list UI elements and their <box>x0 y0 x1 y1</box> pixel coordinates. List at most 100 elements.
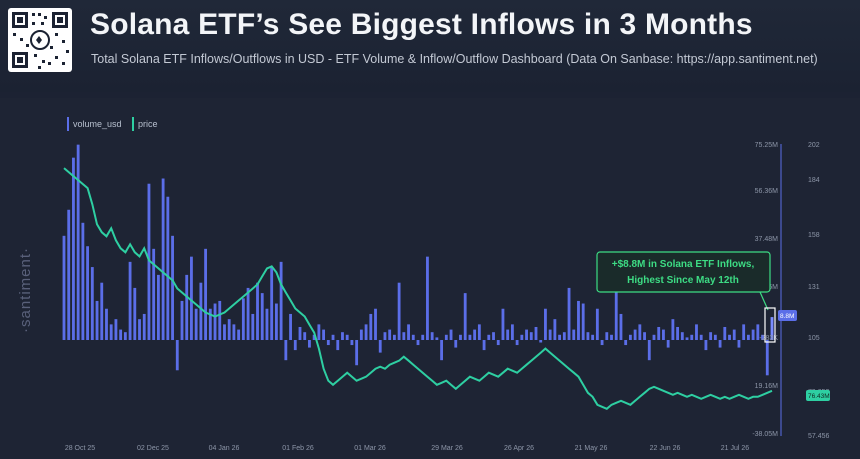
volume-bar <box>204 248 208 340</box>
volume-bar <box>312 334 316 340</box>
volume-bar <box>440 340 444 361</box>
volume-bar <box>355 340 359 366</box>
volume-bar <box>751 329 755 340</box>
x-axis-tick: 21 Jul 26 <box>721 445 750 452</box>
volume-bar <box>208 308 212 340</box>
volume-bar <box>383 332 387 340</box>
volume-bar <box>156 274 160 340</box>
volume-bar <box>190 256 193 340</box>
volume-bar <box>624 340 628 346</box>
volume-bar <box>298 326 302 340</box>
volume-bar <box>128 261 132 340</box>
volume-bar <box>761 334 764 340</box>
volume-bar <box>567 287 571 340</box>
volume-bar <box>709 332 713 340</box>
chart-panel: ·santiment· volume_usd price 75.25M 56.36… <box>0 98 860 459</box>
volume-bar <box>223 324 226 340</box>
volume-bar <box>199 282 203 340</box>
volume-bar <box>553 319 557 340</box>
volume-bar <box>218 300 222 340</box>
volume-bar <box>473 329 477 340</box>
volume-bar <box>274 303 278 340</box>
legend-price-swatch <box>132 117 134 131</box>
volume-bar <box>544 308 547 340</box>
volume-bar <box>562 332 566 340</box>
volume-bar <box>359 329 363 340</box>
volume-bar <box>482 340 486 351</box>
left-axis-tick: 19.16M <box>755 383 779 390</box>
volume-bar <box>454 340 458 348</box>
legend-price-label: price <box>138 119 158 129</box>
volume-bar <box>435 337 439 340</box>
annotation-line-2: Highest Since May 12th <box>627 275 739 286</box>
volume-bar <box>619 313 623 340</box>
volume-bar <box>350 340 354 346</box>
volume-bar <box>67 209 71 340</box>
volume-bar <box>265 308 269 340</box>
volume-bar <box>737 340 741 348</box>
volume-bar <box>487 334 491 340</box>
x-axis-tick: 02 Dec 25 <box>137 445 169 452</box>
volume-bar <box>515 340 519 346</box>
volume-bar <box>676 326 680 340</box>
volume-bar <box>477 324 481 340</box>
volume-bar <box>662 329 665 340</box>
santiment-watermark: ·santiment· <box>17 247 34 333</box>
left-axis-tick: 75.25M <box>755 142 779 149</box>
volume-bar <box>142 313 146 340</box>
volume-bar <box>746 334 750 340</box>
volume-bar <box>449 329 453 340</box>
volume-bar <box>695 324 698 340</box>
volume-bar <box>175 340 179 371</box>
volume-bar <box>680 332 684 340</box>
volume-bar <box>605 332 609 340</box>
annotation-leader <box>759 291 769 311</box>
volume-bar <box>308 340 311 348</box>
legend-volume-swatch <box>67 117 69 131</box>
annotation-line-1: +$8.8M in Solana ETF Inflows, <box>612 259 755 270</box>
volume-bar <box>76 144 80 340</box>
volume-bar <box>756 324 760 340</box>
volume-bar <box>510 324 514 340</box>
volume-bar <box>558 334 562 340</box>
volume-bar <box>671 319 675 340</box>
x-axis-tick: 21 May 26 <box>575 445 608 452</box>
x-axis-tick: 29 Mar 26 <box>431 445 463 452</box>
volume-bar <box>647 340 651 361</box>
left-axis-tick: -283K <box>759 335 778 342</box>
volume-bar <box>171 235 174 340</box>
x-axis-tick: 04 Jan 26 <box>209 445 240 452</box>
header: Solana ETF’s See Biggest Inflows in 3 Mo… <box>0 0 860 92</box>
volume-bar <box>525 329 528 340</box>
volume-bar <box>369 313 373 340</box>
left-axis-tick: -38.05M <box>752 431 778 438</box>
volume-bar <box>341 332 344 340</box>
volume-bar <box>326 340 330 346</box>
volume-bar <box>237 329 241 340</box>
volume-bar <box>765 340 769 376</box>
inflow-annotation: +$8.8M in Solana ETF Inflows, Highest Si… <box>596 251 776 343</box>
page-subtitle: Total Solana ETF Inflows/Outflows in USD… <box>91 52 818 66</box>
volume-bar <box>652 334 656 340</box>
volume-bar <box>416 340 420 346</box>
volume-bar <box>581 303 585 340</box>
volume-current-value: 8.8M <box>780 313 794 320</box>
volume-bar <box>591 334 595 340</box>
volume-bar <box>459 334 462 340</box>
volume-bar <box>364 324 368 340</box>
volume-bar <box>614 282 618 340</box>
volume-bar <box>638 324 642 340</box>
x-axis-tick: 28 Oct 25 <box>65 445 95 452</box>
volume-bars <box>62 144 774 376</box>
volume-bar <box>600 340 604 346</box>
volume-bar <box>643 332 646 340</box>
volume-bar <box>388 329 392 340</box>
volume-bar <box>392 334 396 340</box>
volume-bar <box>411 334 415 340</box>
volume-bar <box>713 334 717 340</box>
chart-legend: volume_usd price <box>67 117 158 131</box>
x-axis-tick: 26 Apr 26 <box>504 445 534 452</box>
x-axis-tick: 01 Feb 26 <box>282 445 314 452</box>
price-current-value: 76.43M <box>808 393 830 400</box>
volume-bar <box>152 248 156 340</box>
